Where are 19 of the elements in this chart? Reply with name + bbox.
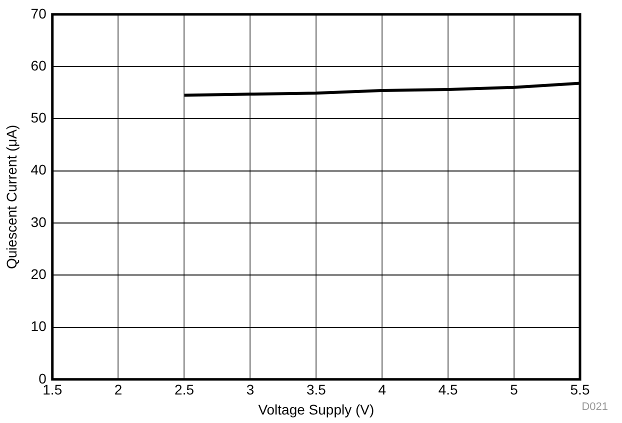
y-tick-label: 20 xyxy=(30,266,47,282)
y-tick-label: 30 xyxy=(30,214,47,230)
x-axis-title: Voltage Supply (V) xyxy=(258,401,374,418)
x-tick-label: 2.5 xyxy=(174,382,194,398)
y-tick-label: 0 xyxy=(38,370,47,386)
x-tick-label: 5.5 xyxy=(570,382,590,398)
y-tick-label: 60 xyxy=(30,57,47,74)
x-tick-label: 4.5 xyxy=(438,382,458,398)
y-tick-label: 40 xyxy=(30,162,47,178)
x-tick-label: 3 xyxy=(246,382,254,398)
x-tick-label: 5 xyxy=(510,382,518,398)
text: D021 xyxy=(582,401,608,413)
x-tick-label: 3.5 xyxy=(306,382,326,398)
x-tick-label: 2 xyxy=(114,382,122,398)
y-tick-label: 70 xyxy=(30,5,47,22)
y-tick-label: 10 xyxy=(30,318,47,334)
y-axis-title: Quiescent Current (μA) xyxy=(3,124,20,270)
x-tick-label: 4 xyxy=(378,382,386,398)
y-tick-label: 50 xyxy=(30,110,47,126)
